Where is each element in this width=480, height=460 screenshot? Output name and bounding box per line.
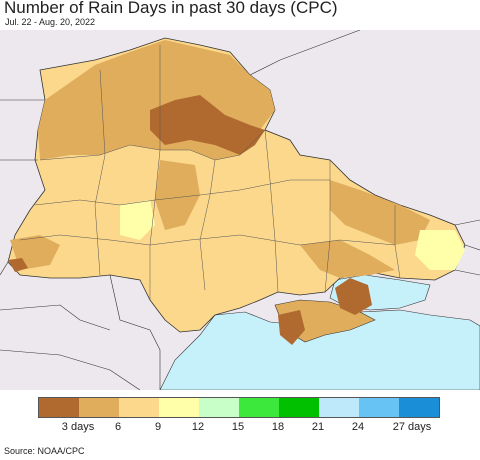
zone-3-north (150, 95, 265, 155)
legend-swatch-1 (79, 398, 119, 417)
legend-label: 9 (154, 421, 162, 433)
legend-label: 6 (114, 421, 122, 433)
zone-3-west (8, 258, 28, 272)
rain-days-map (0, 30, 480, 390)
legend-swatch-3 (159, 398, 199, 417)
legend-swatch-0 (39, 398, 79, 417)
legend-label: 27 days (392, 421, 432, 433)
legend-swatch-6 (279, 398, 319, 417)
map-title: Number of Rain Days in past 30 days (CPC… (4, 0, 338, 17)
zone-6-east (330, 180, 430, 245)
legend-label: 21 (311, 421, 325, 433)
zone-6-center (155, 160, 200, 230)
oblast-borders (19, 45, 401, 300)
legend-label: 18 (271, 421, 285, 433)
zone-3-azov (335, 278, 372, 315)
legend-swatch-2 (119, 398, 159, 417)
source-credit: Source: NOAA/CPC (4, 446, 85, 456)
legend-swatch-8 (359, 398, 399, 417)
legend-label: 24 (351, 421, 365, 433)
zone-12-east (415, 230, 465, 270)
color-legend (38, 397, 440, 418)
date-range: Jul. 22 - Aug. 20, 2022 (5, 17, 96, 27)
country-borders (0, 30, 480, 390)
legend-swatch-5 (239, 398, 279, 417)
legend-swatch-9 (399, 398, 439, 417)
zone-12-center (120, 200, 155, 240)
legend-label: 3 days (61, 421, 95, 433)
legend-label: 15 (231, 421, 245, 433)
legend-label: 12 (191, 421, 205, 433)
zone-3-crimea (278, 310, 305, 345)
legend-swatch-7 (319, 398, 359, 417)
legend-swatch-4 (199, 398, 239, 417)
zone-6-southeast (300, 240, 395, 278)
